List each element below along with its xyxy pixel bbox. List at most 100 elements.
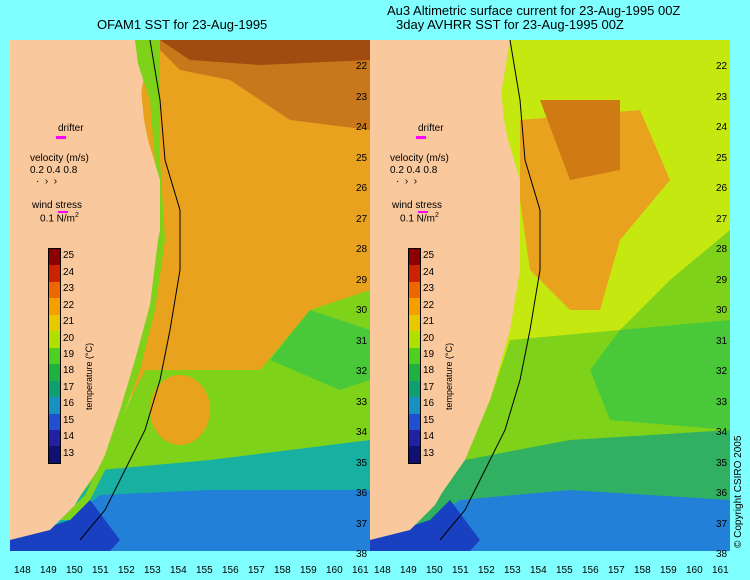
latitude-label: 24	[356, 122, 368, 133]
colorbar-tick-label: 14	[423, 431, 435, 443]
colorbar-tick-label: 22	[63, 299, 75, 311]
colorbar-ticks: 25 24 23 22 21 20 19 18 17 16 15 14 13	[63, 248, 83, 462]
latitude-label: 25	[356, 152, 368, 164]
longitude-label: 152	[478, 565, 495, 576]
colorbar-swatch	[49, 314, 60, 332]
latitude-label: 34	[716, 427, 728, 438]
colorbar-swatch	[49, 347, 60, 365]
latitude-label: 36	[356, 488, 368, 499]
longitude-label: 158	[274, 565, 291, 576]
latitude-label: 34	[356, 427, 368, 438]
colorbar-swatch	[409, 314, 420, 332]
latitude-label: 22	[716, 61, 728, 72]
longitude-label: 152	[118, 565, 135, 576]
drifter-marker-right	[416, 136, 426, 139]
longitude-label: 156	[582, 565, 599, 576]
colorbar-tick-label: 22	[423, 299, 435, 311]
temperature-colorbar-right	[408, 248, 421, 464]
left-sst-map: drifter velocity (m/s) 0.2 0.4 0.8 · › ›…	[10, 40, 370, 551]
right-title-line2: 3day AVHRR SST for 23-Aug-1995 00Z	[396, 17, 624, 32]
colorbar-swatch	[409, 265, 420, 282]
longitude-label: 155	[196, 565, 213, 576]
latitude-label: 27	[716, 213, 728, 225]
colorbar-tick-label: 21	[63, 316, 75, 328]
longitude-label: 154	[170, 565, 187, 576]
latitude-label: 38	[716, 549, 728, 560]
latitude-label: 26	[356, 183, 368, 194]
latitude-label: 29	[716, 274, 728, 286]
velocity-arrows: · › ›	[36, 176, 58, 187]
latitude-label: 30	[716, 305, 728, 316]
colorbar-tick-label: 15	[63, 414, 75, 426]
temperature-colorbar	[48, 248, 61, 464]
colorbar-label: temperature (°C)	[84, 342, 94, 410]
latitude-label: 33	[716, 396, 728, 408]
colorbar-tick-label: 24	[63, 266, 75, 278]
latitude-label: 30	[356, 305, 368, 316]
colorbar-tick-label: 14	[63, 431, 75, 443]
latitude-label: 22	[356, 61, 368, 72]
longitude-label: 155	[556, 565, 573, 576]
colorbar-swatch	[409, 249, 420, 266]
latitude-label: 31	[716, 335, 728, 347]
longitude-label: 149	[40, 565, 57, 576]
colorbar-swatch	[49, 249, 60, 266]
latitude-label: 28	[356, 244, 368, 255]
colorbar-tick-label: 15	[423, 414, 435, 426]
drifter-marker	[56, 136, 66, 139]
colorbar-swatch	[49, 380, 60, 398]
colorbar-swatch	[409, 429, 420, 447]
colorbar-swatch	[409, 331, 420, 348]
latitude-label: 26	[716, 183, 728, 194]
colorbar-swatch	[49, 446, 60, 463]
colorbar-tick-label: 23	[423, 283, 435, 295]
longitude-label: 159	[300, 565, 317, 576]
colorbar-tick-label: 21	[423, 316, 435, 328]
longitude-label: 151	[452, 565, 469, 576]
colorbar-tick-label: 16	[423, 398, 435, 410]
colorbar-tick-label: 25	[423, 250, 435, 262]
colorbar-tick-label: 20	[63, 332, 75, 344]
drifter-label: drifter	[58, 123, 84, 134]
wind-stress-label-right: wind stress	[392, 200, 443, 211]
left-map-svg	[10, 40, 370, 551]
longitude-label: 156	[222, 565, 239, 576]
colorbar-tick-label: 18	[63, 365, 75, 377]
longitude-label: 161	[712, 565, 729, 576]
colorbar-swatch	[409, 413, 420, 430]
longitude-label: 158	[634, 565, 651, 576]
latitude-label: 23	[356, 91, 368, 103]
colorbar-tick-label: 18	[423, 365, 435, 377]
colorbar-swatch	[49, 265, 60, 282]
longitude-label: 148	[14, 565, 31, 576]
colorbar-tick-label: 23	[63, 283, 75, 295]
colorbar-swatch	[409, 380, 420, 398]
wind-stress-scale-right: 0.1 N/m2	[400, 212, 439, 225]
latitude-label: 23	[716, 91, 728, 103]
colorbar-swatch	[49, 364, 60, 381]
latitude-label: 37	[356, 518, 368, 530]
wind-stress-marker-right	[418, 211, 428, 213]
copyright-notice: © Copyright CSIRO 2005	[733, 435, 744, 548]
longitude-label: 150	[66, 565, 83, 576]
colorbar-swatch	[409, 397, 420, 414]
right-title-line1: Au3 Altimetric surface current for 23-Au…	[387, 3, 681, 18]
colorbar-swatch	[409, 298, 420, 315]
colorbar-swatch	[409, 446, 420, 463]
colorbar-swatch	[49, 331, 60, 348]
colorbar-swatch	[49, 397, 60, 414]
latitude-label: 36	[716, 488, 728, 499]
wind-stress-marker	[58, 211, 68, 213]
colorbar-tick-label: 24	[423, 266, 435, 278]
colorbar-tick-label: 19	[63, 349, 75, 360]
colorbar-tick-label: 19	[423, 349, 435, 360]
left-title: OFAM1 SST for 23-Aug-1995	[97, 17, 268, 32]
velocity-label-right: velocity (m/s)	[390, 153, 449, 164]
colorbar-swatch	[409, 364, 420, 381]
colorbar-swatch	[49, 429, 60, 447]
latitude-label: 33	[356, 396, 368, 408]
latitude-label: 32	[356, 366, 368, 377]
colorbar-tick-label: 17	[63, 381, 75, 393]
latitude-label: 27	[356, 213, 368, 225]
colorbar-swatch	[409, 281, 420, 299]
